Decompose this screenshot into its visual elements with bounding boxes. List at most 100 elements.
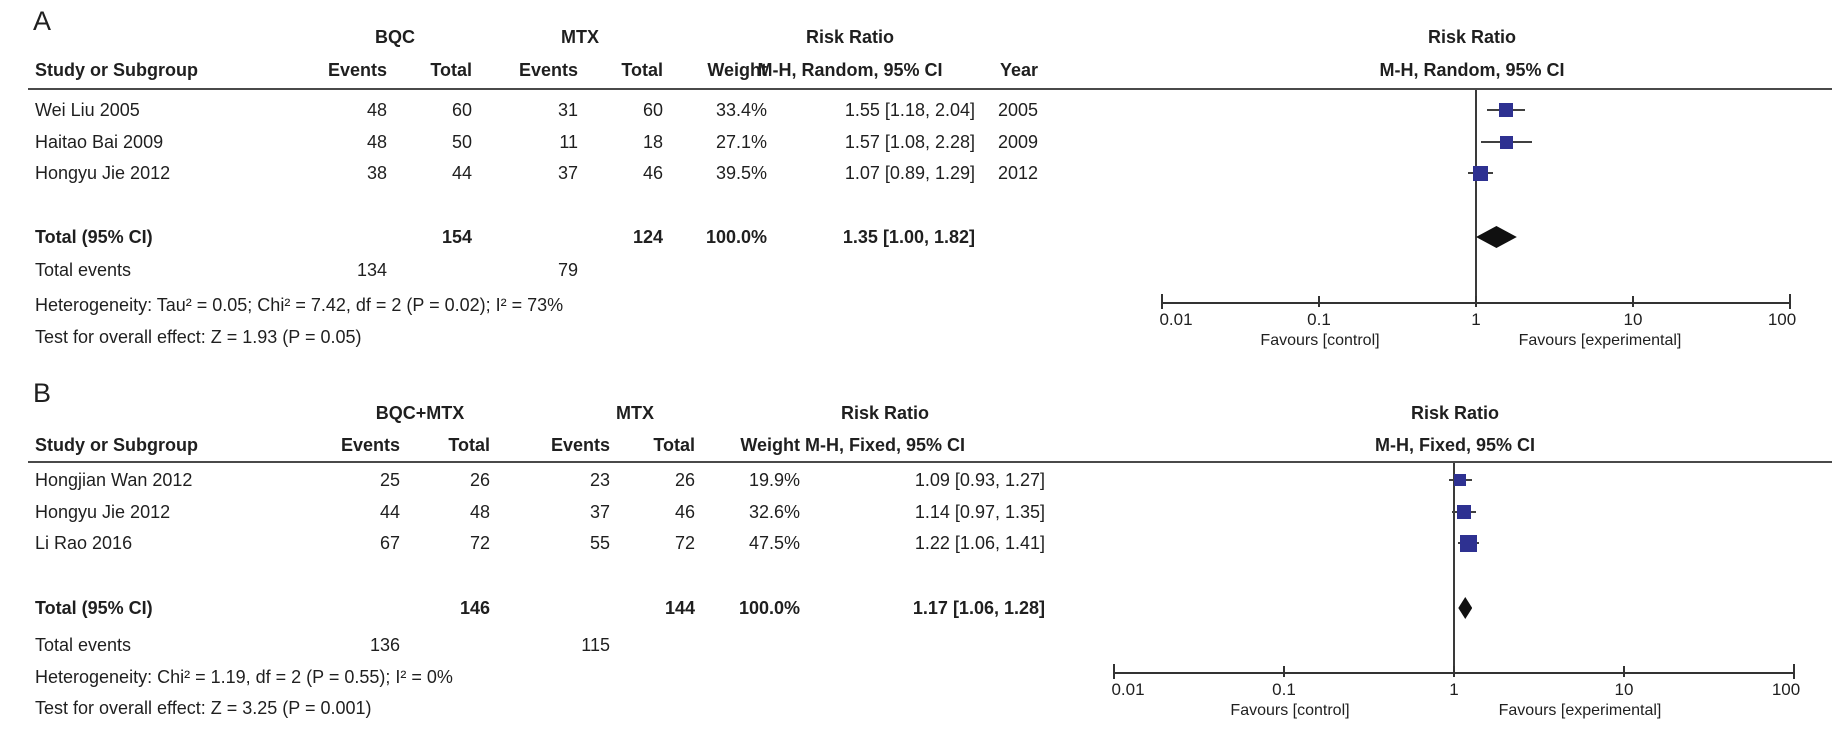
heterogeneity-text: Heterogeneity: Tau² = 0.05; Chi² = 7.42,… (35, 295, 564, 315)
total2-value: 18 (642, 132, 663, 152)
axis-tick-label: 0.01 (1111, 680, 1145, 699)
total-ci-text: 1.35 [1.00, 1.82] (842, 227, 975, 247)
study-column-header: Study or Subgroup (35, 435, 198, 455)
study-name: Li Rao 2016 (35, 533, 133, 553)
total2-value: 46 (674, 502, 695, 522)
total2-value: 26 (674, 470, 695, 490)
ci-column-header: M-H, Fixed, 95% CI (804, 435, 966, 455)
events2-column-header: Events (550, 435, 610, 455)
total2-value: 46 (642, 163, 663, 183)
favours-left-label: Favours [control] (1230, 702, 1350, 719)
total-events2: 115 (581, 635, 610, 655)
favours-right-label: Favours [experimental] (1518, 332, 1682, 349)
events1-column-header: Events (340, 435, 400, 455)
events2-value: 23 (589, 470, 610, 490)
forest-square-marker (1473, 165, 1489, 181)
total1-value: 26 (469, 470, 490, 490)
plot-subtitle: M-H, Random, 95% CI (1379, 60, 1565, 80)
events2-value: 31 (557, 100, 578, 120)
overall-effect-text: Test for overall effect: Z = 3.25 (P = 0… (35, 698, 372, 718)
group2-header: MTX (616, 403, 654, 423)
ci-text-value: 1.57 [1.08, 2.28] (844, 132, 975, 152)
events1-value: 48 (366, 100, 387, 120)
forest-square-marker (1498, 103, 1513, 117)
header-rule (28, 88, 1832, 90)
weight-value: 19.9% (748, 470, 800, 490)
study-name: Hongyu Jie 2012 (35, 502, 171, 522)
forest-square-marker (1460, 534, 1478, 552)
total-events2: 79 (557, 260, 578, 280)
axis-tick (1318, 296, 1320, 307)
group1-header: BQC+MTX (375, 403, 465, 423)
total-row-label: Total (95% CI) (35, 227, 153, 247)
weight-value: 39.5% (715, 163, 767, 183)
total1-value: 44 (451, 163, 472, 183)
no-effect-line (1453, 463, 1455, 673)
weight-column-header: Weight (740, 435, 800, 455)
panel-b-label: B (33, 378, 52, 408)
year-value: 2012 (997, 163, 1038, 183)
total1-sum: 146 (459, 598, 490, 618)
events1-value: 25 (379, 470, 400, 490)
events1-value: 38 (366, 163, 387, 183)
events2-value: 55 (589, 533, 610, 553)
ci-group-header: Risk Ratio (840, 403, 930, 423)
total1-value: 48 (469, 502, 490, 522)
axis-tick (1475, 296, 1477, 307)
axis-tick (1623, 666, 1625, 677)
axis-tick-label: 10 (1614, 680, 1634, 699)
study-name: Hongyu Jie 2012 (35, 163, 171, 183)
total-weight: 100.0% (705, 227, 767, 247)
total2-value: 60 (642, 100, 663, 120)
group2-header: MTX (561, 27, 599, 47)
study-column-header: Study or Subgroup (35, 60, 198, 80)
events1-column-header: Events (327, 60, 387, 80)
study-name: Wei Liu 2005 (35, 100, 140, 120)
ci-group-header: Risk Ratio (805, 27, 895, 47)
favours-left-label: Favours [control] (1260, 332, 1380, 349)
plot-title: Risk Ratio (1410, 403, 1500, 423)
axis-tick (1793, 664, 1795, 679)
weight-value: 27.1% (715, 132, 767, 152)
forest-square-marker (1454, 474, 1467, 486)
events2-column-header: Events (518, 60, 578, 80)
events2-value: 37 (557, 163, 578, 183)
axis-tick (1283, 666, 1285, 677)
axis-tick (1453, 666, 1455, 677)
total2-value: 72 (674, 533, 695, 553)
ci-text-value: 1.14 [0.97, 1.35] (914, 502, 1045, 522)
group1-header: BQC (375, 27, 415, 47)
header-rule (28, 461, 1832, 463)
overall-effect-text: Test for overall effect: Z = 1.93 (P = 0… (35, 327, 362, 347)
axis-tick-label: 0.1 (1272, 680, 1296, 699)
axis-tick-label: 100 (1771, 680, 1801, 699)
summary-diamond (1458, 597, 1473, 619)
heterogeneity-text: Heterogeneity: Chi² = 1.19, df = 2 (P = … (35, 667, 453, 687)
axis-tick (1789, 294, 1791, 309)
total1-value: 50 (451, 132, 472, 152)
axis-tick (1161, 294, 1163, 309)
events2-value: 37 (589, 502, 610, 522)
ci-column-header: M-H, Random, 95% CI (757, 60, 943, 80)
total-row-label: Total (95% CI) (35, 598, 153, 618)
axis-tick (1113, 664, 1115, 679)
total2-column-header: Total (621, 60, 663, 80)
total2-column-header: Total (653, 435, 695, 455)
no-effect-line (1475, 90, 1477, 303)
ci-text-value: 1.09 [0.93, 1.27] (914, 470, 1045, 490)
total-events1: 136 (369, 635, 400, 655)
axis-tick-label: 1 (1449, 680, 1459, 699)
axis-tick-label: 0.01 (1159, 310, 1193, 329)
weight-value: 32.6% (748, 502, 800, 522)
study-name: Haitao Bai 2009 (35, 132, 164, 152)
total-weight: 100.0% (738, 598, 800, 618)
ci-text-value: 1.22 [1.06, 1.41] (914, 533, 1045, 553)
axis-tick-label: 1 (1471, 310, 1481, 329)
forest-square-marker (1456, 505, 1471, 519)
favours-right-label: Favours [experimental] (1498, 702, 1662, 719)
summary-diamond (1476, 226, 1517, 248)
plot-title: Risk Ratio (1427, 27, 1517, 47)
ci-text-value: 1.07 [0.89, 1.29] (844, 163, 975, 183)
total2-sum: 124 (632, 227, 663, 247)
